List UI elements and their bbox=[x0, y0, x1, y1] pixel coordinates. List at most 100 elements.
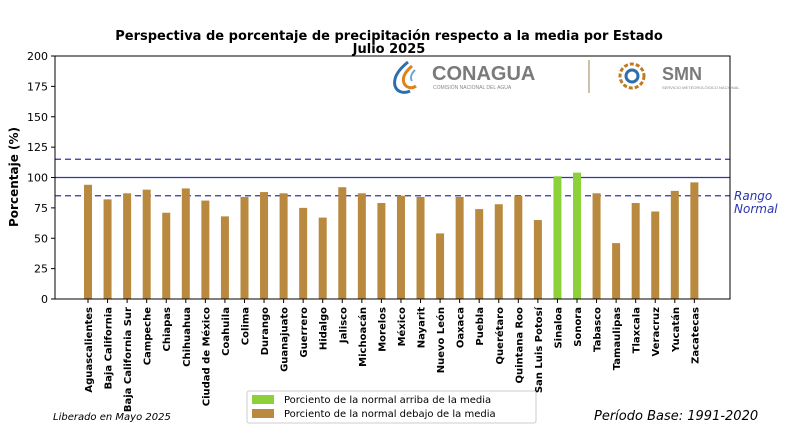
x-tick-label: Campeche bbox=[143, 307, 154, 365]
x-tick-label: Oaxaca bbox=[456, 307, 467, 348]
bars bbox=[84, 172, 699, 299]
normal-range-label: Rango Normal bbox=[734, 189, 778, 216]
y-tick-label: 50 bbox=[34, 232, 48, 245]
y-tick-label: 175 bbox=[27, 80, 48, 93]
x-tick-label: Baja California Sur bbox=[123, 307, 134, 412]
x-tick-label: San Luis Potosí bbox=[533, 306, 545, 393]
x-tick-label: Tamaulipas bbox=[612, 307, 623, 370]
y-tick-label: 0 bbox=[41, 293, 48, 306]
bar bbox=[162, 212, 171, 299]
bar bbox=[357, 193, 366, 299]
smn-subtitle: SERVICIO METEOROLÓGICO NACIONAL bbox=[662, 85, 740, 90]
bar bbox=[436, 233, 445, 299]
bar bbox=[220, 216, 229, 299]
x-tick-label: Colima bbox=[240, 307, 251, 345]
x-tick-label: Yucatán bbox=[670, 307, 682, 353]
chart-subtitle: Julio 2025 bbox=[352, 42, 426, 57]
conagua-name: CONAGUA bbox=[432, 63, 535, 85]
bar bbox=[631, 203, 640, 299]
bar bbox=[592, 193, 601, 299]
bar bbox=[416, 196, 425, 299]
legend: Porciento de la normal arriba de la medi… bbox=[246, 390, 537, 424]
x-tick-label: Guanajuato bbox=[280, 307, 291, 372]
normal-range-label-line-2: Normal bbox=[734, 202, 778, 216]
conagua-logo: CONAGUA COMISIÓN NACIONAL DEL AGUA bbox=[393, 60, 535, 94]
bar bbox=[514, 195, 523, 299]
x-tick-label: Puebla bbox=[475, 307, 486, 346]
x-tick-label: Nayarit bbox=[417, 307, 428, 348]
bar bbox=[84, 184, 92, 299]
smn-logo: SMN SERVICIO METEOROLÓGICO NACIONAL bbox=[618, 62, 740, 90]
bar bbox=[299, 207, 308, 299]
x-tick-label: Zacatecas bbox=[690, 307, 701, 364]
x-tick-label: Jalisco bbox=[338, 307, 349, 344]
x-tick-label: Coahuila bbox=[221, 307, 232, 356]
bar bbox=[455, 196, 464, 299]
x-tick-label: Guerrero bbox=[299, 307, 310, 358]
x-tick-label: Veracruz bbox=[651, 307, 662, 357]
x-tick-label: Sinaloa bbox=[553, 307, 564, 349]
bar bbox=[103, 199, 112, 299]
x-tick-label: Baja California bbox=[104, 307, 115, 389]
y-axis: 0 25 50 75 100 125 150 175 200 bbox=[27, 50, 55, 306]
normal-range-label-line-1: Rango bbox=[734, 189, 772, 203]
y-tick-label: 125 bbox=[27, 141, 48, 154]
y-tick-label: 200 bbox=[27, 50, 48, 63]
y-tick-label: 75 bbox=[34, 202, 48, 215]
bar bbox=[651, 211, 660, 299]
chart-title: Perspectiva de porcentaje de precipitaci… bbox=[115, 29, 663, 44]
bar bbox=[377, 203, 386, 299]
x-tick-label: Hidalgo bbox=[319, 307, 330, 350]
base-period: Período Base: 1991-2020 bbox=[594, 409, 759, 424]
bar bbox=[338, 187, 347, 299]
x-tick-label: Morelos bbox=[377, 307, 388, 352]
bar bbox=[573, 172, 581, 299]
bar bbox=[279, 193, 288, 299]
bar bbox=[690, 182, 699, 299]
y-tick-label: 100 bbox=[27, 172, 48, 185]
legend-swatch-below bbox=[252, 409, 274, 418]
sun-swirl-icon bbox=[618, 62, 646, 90]
legend-label-above: Porciento de la normal arriba de la medi… bbox=[284, 395, 491, 406]
bar bbox=[181, 188, 190, 299]
bar bbox=[494, 204, 503, 299]
bar bbox=[553, 176, 562, 299]
x-tick-label: Aguascalientes bbox=[84, 307, 95, 393]
x-tick-label: Chihuahua bbox=[182, 307, 193, 367]
x-tick-label: Durango bbox=[260, 307, 271, 355]
x-tick-label: México bbox=[396, 307, 408, 347]
plot-frame bbox=[54, 55, 731, 300]
smn-name: SMN bbox=[662, 64, 702, 84]
x-tick-label: Michoacán bbox=[357, 307, 369, 367]
legend-swatch-above bbox=[252, 395, 274, 404]
x-tick-label: Querétaro bbox=[494, 307, 506, 365]
bar bbox=[533, 220, 542, 299]
x-tick-label: Nuevo León bbox=[435, 307, 447, 373]
x-tick-label: Ciudad de México bbox=[200, 307, 212, 406]
y-tick-label: 25 bbox=[34, 263, 48, 276]
water-drop-icon bbox=[393, 60, 417, 94]
legend-box bbox=[246, 390, 537, 424]
bar bbox=[240, 196, 249, 299]
reference-lines bbox=[55, 158, 730, 197]
x-tick-label: Tlaxcala bbox=[632, 307, 643, 353]
x-tick-label: Tabasco bbox=[593, 307, 604, 352]
bar bbox=[475, 209, 484, 299]
x-tick-label: Sonora bbox=[573, 307, 584, 347]
x-tick-label: Quintana Roo bbox=[514, 307, 525, 384]
release-note: Liberado en Mayo 2025 bbox=[53, 412, 171, 423]
y-axis-label: Porcentaje (%) bbox=[7, 127, 21, 227]
bar bbox=[396, 195, 405, 299]
x-tick-label: Chiapas bbox=[162, 307, 173, 352]
y-tick-label: 150 bbox=[27, 111, 48, 124]
x-axis: Aguascalientes Baja California Baja Califo… bbox=[84, 299, 701, 412]
bar bbox=[201, 200, 210, 299]
legend-label-below: Porciento de la normal debajo de la medi… bbox=[284, 409, 496, 420]
bar bbox=[142, 189, 151, 299]
bar bbox=[670, 190, 679, 299]
bar bbox=[318, 217, 327, 299]
bar bbox=[612, 243, 621, 299]
bar bbox=[260, 192, 269, 299]
conagua-subtitle: COMISIÓN NACIONAL DEL AGUA bbox=[433, 84, 512, 91]
